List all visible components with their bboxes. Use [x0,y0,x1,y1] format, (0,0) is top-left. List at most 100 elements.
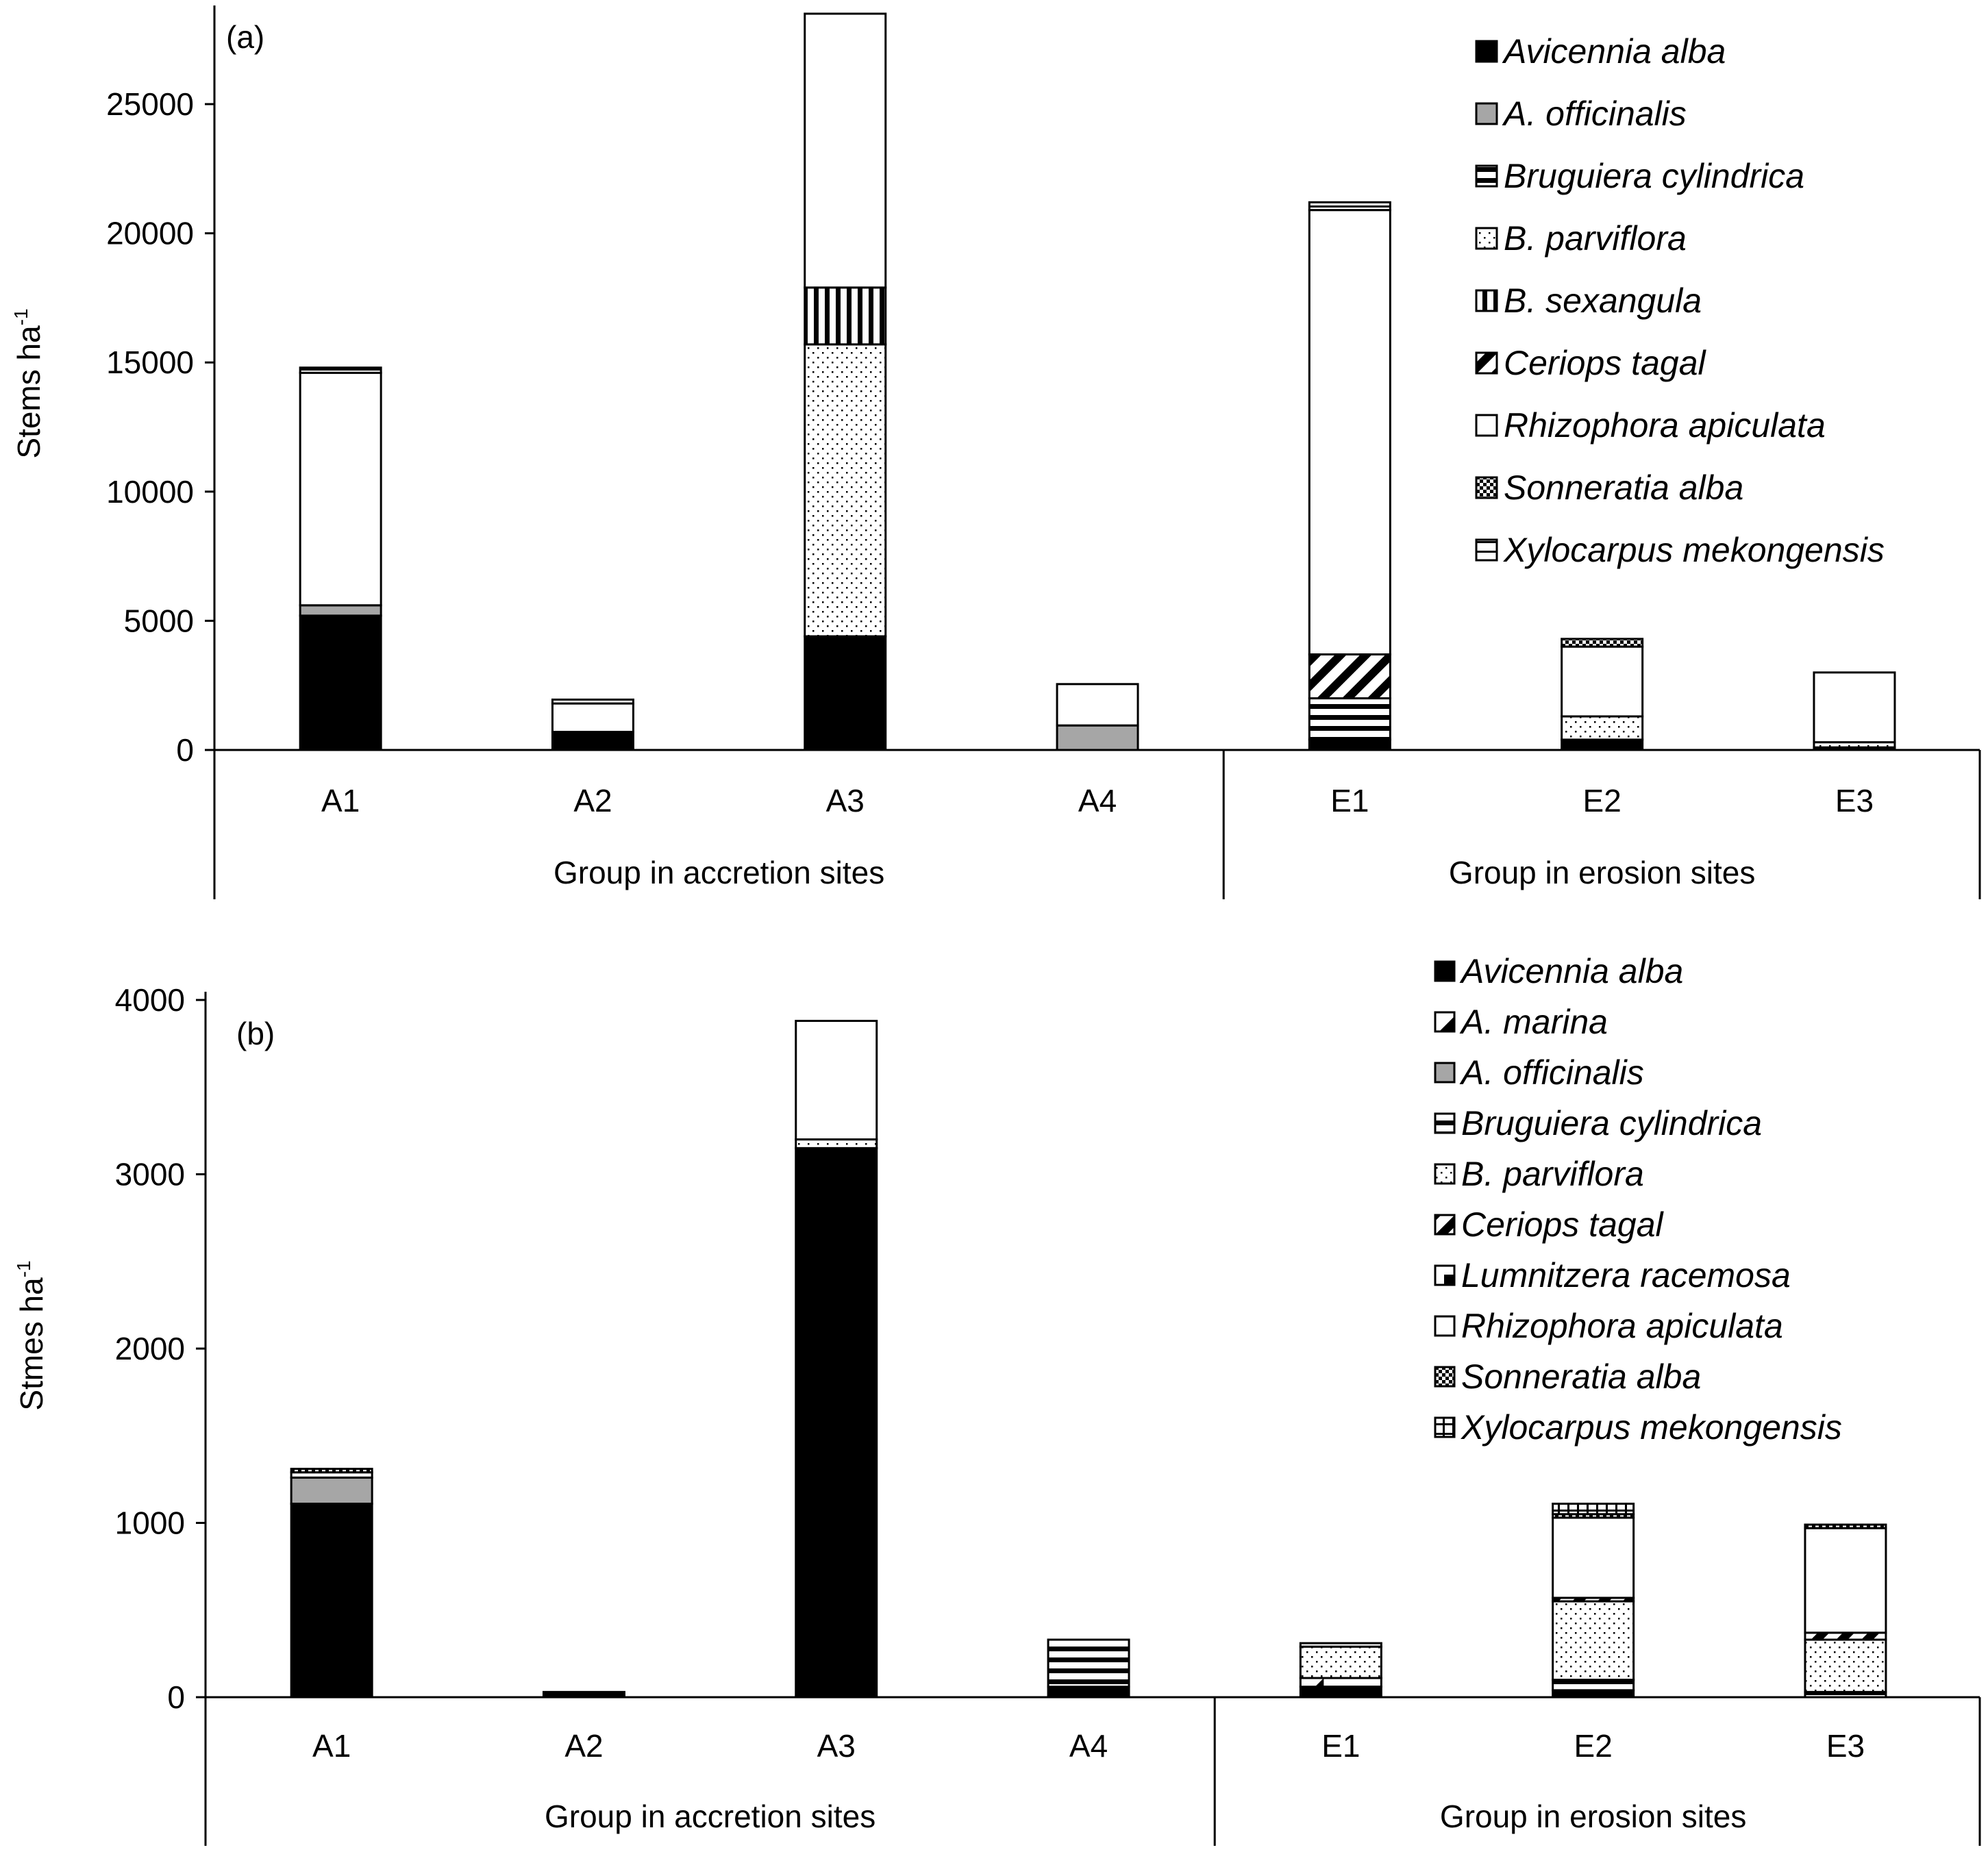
panel-a-legend-item: B. parviflora [1475,219,1687,258]
panel-b-label: (b) [236,1016,275,1051]
panel-b-legend-label: Bruguiera cylindrica [1461,1104,1762,1142]
panel-a-chart: (a) Stems ha-1 0 5000 10000 15000 20000 25000… [10,5,1981,899]
panel-a-bar-segment-a1 [299,604,382,617]
panel-a-axes [213,5,1981,899]
panel-a-legend-item: Sonneratia alba [1475,468,1743,507]
panel-a-bar-segment-a4 [1056,724,1139,751]
panel-a-group-label: Group in erosion sites [1449,855,1755,890]
panel-a-legend-item: Rhizophora apiculata [1475,406,1826,445]
panel-b-legend-label: A. marina [1459,1003,1608,1041]
panel-a-legend-swatch [1475,227,1498,250]
panel-a-y-tick-label: 15000 [106,345,194,380]
panel-a-bar-segment-a1 [299,366,382,374]
panel-a-bar-segment-e1 [1308,697,1391,741]
panel-b-bar-segment-e3 [1804,1523,1887,1529]
panel-b-bar-segment-a1 [290,1468,373,1474]
panel-b-legend-item: B. parviflora [1434,1155,1644,1193]
panel-b-legend-label: Lumnitzera racemosa [1461,1256,1791,1294]
panel-a-y-tick-label: 5000 [124,603,194,638]
panel-b-bar-segment-e2 [1552,1679,1635,1692]
panel-a-x-tick-label: E1 [1330,783,1369,818]
panel-b-legend-swatch [1434,1264,1456,1286]
panel-a-legend-label: Xylocarpus mekongensis [1503,531,1885,569]
panel-a-bar-segment-e1 [1308,209,1391,655]
panel-a-bar-segment-a2 [551,698,634,705]
panel-a-y-tick-label: 20000 [106,216,194,251]
panel-a-bar-segment-e2 [1561,738,1644,751]
panel-b-bar-segment-e1 [1299,1642,1382,1648]
panel-a-legend-swatch [1475,289,1498,312]
panel-b-y-axis-title-text: Stmes ha [14,1277,49,1411]
panel-a-x-labels: A1 A2 A3 A4 E1 E2 E3 [321,783,1874,818]
panel-b-y-ticks: 0 1000 2000 3000 4000 [115,982,206,1715]
panel-b-legend-label: Xylocarpus mekongensis [1461,1408,1842,1447]
panel-a-legend-label: B. sexangula [1504,281,1702,320]
panel-b-bar-segment-a3 [795,1147,878,1699]
panel-b-legend-item: A. marina [1434,1003,1608,1041]
panel-a-legend-item: Xylocarpus mekongensis [1475,531,1885,569]
panel-a-bar-segment-e1 [1308,738,1391,751]
panel-a-legend-label: A. officinalis [1502,95,1687,133]
panel-b-x-tick-label: E2 [1574,1728,1613,1764]
panel-a-legend-label: Rhizophora apiculata [1504,406,1826,445]
panel-a-bars [299,12,1896,751]
panel-a-y-tick-label: 25000 [106,86,194,122]
panel-b-bar-segment-e3 [1804,1527,1887,1634]
panel-b-bar-segment-e3 [1804,1631,1887,1641]
panel-a-legend: Avicennia alba A. officinalis Bruguiera cy… [1475,32,1885,569]
svg-text:Stmes ha-1: Stmes ha-1 [13,1260,49,1410]
panel-b-bar-segment-a4 [1047,1638,1130,1688]
panel-b-bar-segment-e2 [1552,1516,1635,1599]
panel-b-legend-swatch [1434,1214,1456,1236]
panel-b-legend-label: Ceriops tagal [1461,1205,1664,1244]
panel-b-legend-label: B. parviflora [1461,1155,1644,1193]
panel-a-x-tick-label: A3 [826,783,865,818]
panel-b-x-tick-label: A1 [312,1728,351,1764]
panel-b-group-labels: Group in accretion sites Group in erosion… [545,1799,1746,1834]
panel-a-legend-swatch [1475,164,1498,188]
panel-a-bar-segment-a1 [299,614,382,751]
panel-b-legend-item: A. officinalis [1434,1053,1644,1092]
panel-a-legend-swatch [1475,414,1498,437]
panel-b-y-axis-title-superscript: -1 [13,1260,34,1277]
panel-a-legend-item: Bruguiera cylindrica [1475,157,1804,195]
panel-b-legend-item: Ceriops tagal [1434,1205,1664,1244]
panel-a-legend-item: Avicennia alba [1475,32,1726,71]
panel-a-legend-swatch [1475,476,1498,499]
panel-b-legend-swatch [1434,1416,1456,1438]
panel-a-bar-segment-e3 [1813,671,1896,744]
panel-a-x-tick-label: A1 [321,783,360,818]
panel-b-y-tick-label: 1000 [115,1505,185,1541]
panel-a-bar-segment-a3 [804,343,887,638]
panel-b-legend-item: Lumnitzera racemosa [1434,1256,1791,1294]
svg-text:Stems ha-1: Stems ha-1 [10,308,47,458]
panel-b-group-label: Group in accretion sites [545,1799,875,1834]
panel-b-legend: Avicennia alba A. marina A. officinalis Bru… [1434,952,1842,1447]
panel-a-bar-segment-a3 [804,635,887,751]
panel-a-bar-segment-e2 [1561,645,1644,718]
panel-a-legend-swatch [1475,102,1498,125]
panel-a-bar-segment-e2 [1561,715,1644,741]
panel-a-x-tick-label: E2 [1583,783,1622,818]
panel-a-bar-segment-e1 [1308,201,1391,212]
panel-b-x-tick-label: E3 [1826,1728,1865,1764]
panel-b-legend-label: Rhizophora apiculata [1461,1307,1783,1345]
panel-a-x-tick-label: A4 [1078,783,1117,818]
panel-b-bar-segment-a1 [290,1503,373,1699]
panel-a-y-axis-title-text: Stems ha [11,325,47,459]
panel-b-x-tick-label: E1 [1321,1728,1360,1764]
panel-b-x-labels: A1 A2 A3 A4 E1 E2 E3 [312,1728,1865,1764]
panel-a-bar-segment-e2 [1561,638,1644,648]
panel-a-legend-label: Ceriops tagal [1504,344,1706,382]
panel-b-y-tick-label: 2000 [115,1331,185,1366]
panel-a-bar-segment-a1 [299,371,382,607]
panel-a-legend-swatch [1475,538,1498,562]
panel-a-bar-segment-e1 [1308,653,1391,700]
panel-a-bar-segment-a3 [804,12,887,289]
panel-b-bar-segment-e1 [1299,1686,1382,1699]
panel-b-group-label: Group in erosion sites [1440,1799,1746,1834]
panel-b-y-tick-label: 0 [167,1679,185,1715]
panel-b-legend-swatch [1434,1011,1456,1033]
